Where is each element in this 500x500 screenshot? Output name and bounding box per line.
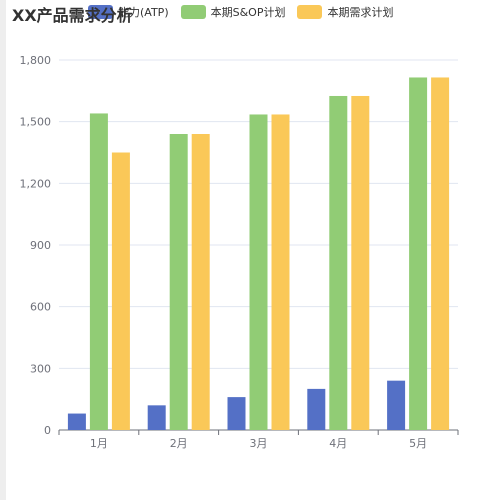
bar	[169, 134, 188, 430]
x-tick-label: 5月	[409, 437, 427, 450]
bar	[249, 114, 268, 430]
y-tick-label: 900	[30, 239, 51, 252]
bar	[67, 413, 86, 430]
y-tick-label: 600	[30, 301, 51, 314]
bar	[227, 397, 246, 430]
legend-item-atp[interactable]: 能力(ATP)	[88, 4, 169, 20]
bar	[111, 152, 130, 430]
legend-label-demand: 本期需求计划	[327, 6, 394, 19]
y-tick-label: 300	[30, 362, 51, 375]
bar	[89, 113, 108, 430]
bar	[431, 77, 450, 430]
bar	[351, 95, 370, 430]
y-tick-label: 1,500	[20, 116, 52, 129]
legend-swatch-sop	[180, 5, 206, 19]
bar	[271, 114, 290, 430]
x-tick-label: 1月	[90, 437, 108, 450]
legend-swatch-atp	[88, 5, 113, 19]
bar	[409, 77, 428, 430]
x-tick-label: 4月	[329, 437, 347, 450]
legend-label-sop: 本期S&OP计划	[210, 6, 286, 19]
legend-label-atp: 能力(ATP)	[118, 6, 169, 19]
x-tick-label: 2月	[170, 437, 188, 450]
x-tick-label: 3月	[250, 437, 268, 450]
bar	[191, 134, 210, 430]
legend-swatch-demand	[297, 5, 323, 19]
bar	[147, 405, 166, 430]
bar	[387, 380, 406, 430]
y-tick-label: 1,800	[20, 54, 52, 67]
legend-item-sop[interactable]: 本期S&OP计划	[180, 4, 286, 20]
chart-legend: 能力(ATP) 本期S&OP计划 本期需求计划	[88, 4, 393, 20]
page-left-edge	[0, 0, 6, 500]
legend-item-demand[interactable]: 本期需求计划	[297, 4, 393, 20]
bar	[307, 388, 326, 430]
y-tick-label: 0	[44, 424, 51, 437]
chart-title: XX产品需求分析	[12, 6, 133, 25]
bar	[329, 95, 348, 430]
y-tick-label: 1,200	[20, 177, 52, 190]
